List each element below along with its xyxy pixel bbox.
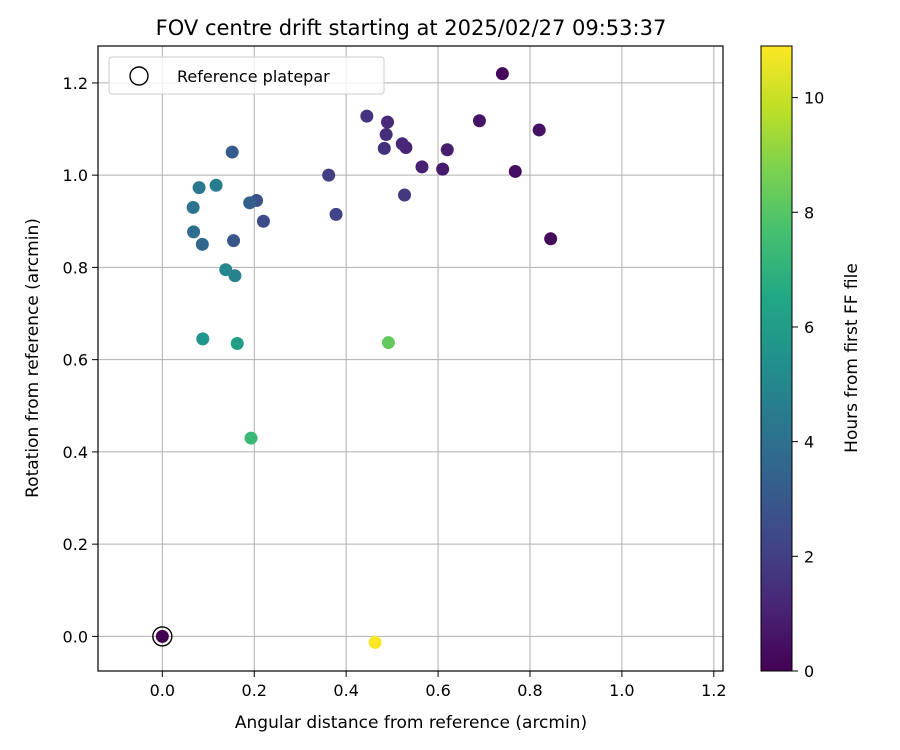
colorbar-tick-label: 6: [804, 318, 814, 337]
colorbar-label: Hours from first FF file: [842, 263, 862, 453]
data-point: [395, 137, 409, 151]
legend: Reference platepar: [108, 56, 385, 95]
x-axis-label: Angular distance from reference (arcmin): [235, 713, 587, 733]
data-point: [244, 431, 258, 445]
reference-marker: [152, 626, 173, 647]
data-point: [508, 164, 522, 178]
data-point: [377, 141, 391, 155]
x-tick-label: 1.0: [609, 681, 634, 700]
legend-entry-reference: Reference platepar: [177, 67, 330, 86]
data-point: [219, 263, 233, 277]
data-point: [230, 337, 244, 351]
x-tick-label: 0.8: [517, 681, 542, 700]
data-point: [196, 332, 210, 346]
data-point: [186, 200, 200, 214]
data-point: [155, 629, 169, 643]
grid-lines: [98, 46, 723, 671]
colorbar-tick-label: 2: [804, 547, 814, 566]
data-point: [368, 635, 382, 649]
data-point: [243, 196, 257, 210]
data-point: [440, 143, 454, 157]
data-point: [225, 145, 239, 159]
data-point: [329, 207, 343, 221]
data-point: [532, 123, 546, 137]
data-point: [381, 336, 395, 350]
data-point: [398, 188, 412, 202]
data-point: [544, 232, 558, 246]
colorbar-gradient: [760, 45, 793, 672]
data-point: [415, 160, 429, 174]
data-point: [381, 115, 395, 129]
colorbar-tick-label: 10: [804, 89, 824, 108]
data-point: [256, 214, 270, 228]
data-point: [192, 181, 206, 195]
colorbar: 0 2 4 6 8 10 Hours from first FF file: [760, 45, 862, 681]
data-point: [322, 168, 336, 182]
data-point: [209, 178, 223, 192]
y-tick-label: 0.0: [63, 627, 88, 646]
y-tick-label: 1.0: [63, 166, 88, 185]
y-tick-label: 1.2: [63, 74, 88, 93]
x-tick-label: 1.2: [701, 681, 726, 700]
legend-marker: [129, 66, 149, 86]
legend-box: [108, 56, 385, 95]
chart-title: FOV centre drift starting at 2025/02/27 …: [156, 16, 667, 40]
data-point: [228, 269, 242, 283]
x-tick-label: 0.2: [242, 681, 267, 700]
colorbar-tick-label: 8: [804, 203, 814, 222]
data-point: [227, 234, 241, 248]
plot-frame: [97, 45, 724, 672]
x-axis-ticks: 0.0 0.2 0.4 0.6 0.8 1.0 1.2: [150, 671, 727, 700]
data-point: [379, 128, 393, 142]
data-point: [360, 109, 374, 123]
data-point: [436, 162, 450, 176]
y-tick-label: 0.2: [63, 535, 88, 554]
y-axis-label: Rotation from reference (arcmin): [23, 218, 43, 498]
colorbar-ticks: 0 2 4 6 8 10: [792, 89, 824, 681]
y-axis-ticks: 0.0 0.2 0.4 0.6 0.8 1.0 1.2: [63, 74, 98, 646]
x-tick-label: 0.6: [425, 681, 450, 700]
data-point: [495, 67, 509, 81]
data-point: [187, 225, 201, 239]
x-tick-label: 0.4: [333, 681, 358, 700]
colorbar-tick-label: 4: [804, 433, 814, 452]
x-tick-label: 0.0: [150, 681, 175, 700]
y-tick-label: 0.8: [63, 258, 88, 277]
colorbar-tick-label: 0: [804, 662, 814, 681]
data-points: [152, 67, 558, 649]
data-point: [472, 114, 486, 128]
y-tick-label: 0.6: [63, 351, 88, 370]
y-tick-label: 0.4: [63, 443, 88, 462]
data-point: [195, 237, 209, 251]
